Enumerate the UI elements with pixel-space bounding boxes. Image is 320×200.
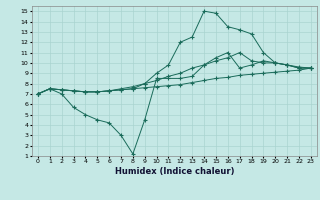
X-axis label: Humidex (Indice chaleur): Humidex (Indice chaleur): [115, 167, 234, 176]
